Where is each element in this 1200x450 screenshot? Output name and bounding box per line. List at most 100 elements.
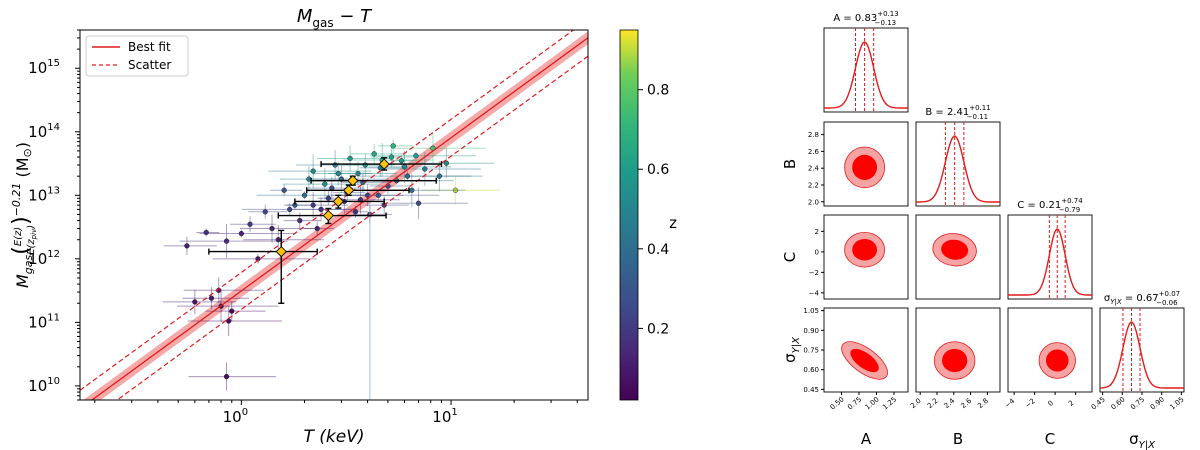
x-tick-exp: 1: [451, 407, 457, 418]
param-err-minus: −0.13: [875, 19, 896, 27]
param-equals: = 0.67: [1122, 293, 1159, 304]
data-point: [247, 221, 253, 227]
data-points: [162, 132, 500, 400]
best-fit-line: [90, 37, 588, 400]
param-err-minus: −0.06: [1156, 299, 1178, 307]
corner-x-tick-label: 2.0: [909, 397, 923, 410]
y-tick-base: 10: [28, 123, 47, 141]
param-estimate-title: A = 0.83+0.13 −0.13: [833, 10, 898, 27]
data-point: [208, 295, 215, 301]
data-point: [322, 181, 328, 187]
main-axes-frame: [79, 29, 589, 401]
data-point: [398, 158, 405, 164]
svg-text:Mgas(E(z)E(zpiv))−0.21 (M⊙): Mgas(E(z)E(zpiv))−0.21 (M⊙): [9, 142, 38, 288]
corner-plot: 2.02.22.42.62.8−4−2020.450.600.750.901.0…: [781, 10, 1186, 450]
x-tick-base: 10: [432, 408, 451, 426]
data-point: [335, 170, 341, 177]
data-point: [332, 162, 338, 168]
data-point: [375, 192, 381, 198]
y-tick-label: 1013: [28, 185, 60, 204]
axis-symbol-sub: Y|X: [1139, 440, 1156, 450]
corner-x-axis-label: B: [953, 430, 963, 448]
colorbar-tick-label: 0.6: [647, 162, 669, 178]
marginal-curve: [824, 41, 908, 109]
corner-y-tick-label: 0.75: [803, 347, 819, 355]
colorbar-ticks: 0.2 0.4 0.6 0.8: [638, 83, 669, 337]
y-tick-base: 10: [28, 186, 47, 204]
y-axis-label: Mgas(E(z)E(zpiv))−0.21 (M⊙): [9, 142, 38, 288]
marginal-curve: [1100, 321, 1184, 389]
corner-histogram-sigma: 0.45 0.60 0.75 0.90 1.05: [1090, 307, 1186, 412]
corner-y-tick-label: 0.90: [803, 327, 819, 335]
param-err-plus: +0.11: [969, 104, 990, 112]
param-equals: = 2.41: [932, 107, 969, 118]
contour-inner: [850, 348, 879, 373]
axis-symbol: B: [953, 430, 963, 448]
scatter-line-lower: [116, 55, 588, 400]
main-plot-area: [80, 30, 588, 400]
corner-contour-panel: −4 −2 0 2: [1003, 307, 1093, 410]
y-tick-exp: 11: [47, 312, 60, 323]
data-point: [184, 243, 190, 249]
y-tick-label: 1011: [28, 312, 60, 331]
corner-y-tick-label: 1.05: [803, 307, 819, 315]
data-point: [352, 209, 359, 215]
axis-symbol: σ: [781, 353, 799, 363]
x-tick-exp: 0: [242, 407, 248, 418]
y-tick-label: 1010: [28, 376, 60, 395]
binned-marker: [343, 184, 355, 196]
x-tick-label: 100: [223, 407, 248, 426]
corner-x-axis-label: C: [1045, 430, 1055, 448]
corner-y-axis-label: C: [781, 252, 799, 262]
binned-marker: [378, 158, 390, 170]
data-point: [404, 173, 411, 179]
corner-contour-panel: 0.450.600.750.901.050.50 0.75 1.00 1.25: [803, 307, 909, 412]
y-tick-exp: 10: [47, 376, 60, 387]
data-point: [255, 256, 261, 262]
axis-symbol: C: [1045, 430, 1055, 448]
param-equals: = 0.21: [1024, 200, 1061, 211]
param-symbol: B: [925, 107, 932, 118]
colorbar-tick-label: 0.8: [647, 83, 669, 99]
axis-symbol-sub: Y|X: [791, 336, 802, 353]
data-point: [203, 229, 209, 236]
y-tick-exp: 12: [47, 249, 60, 260]
param-symbol-sub: Y|X: [1110, 298, 1122, 306]
data-point: [262, 209, 268, 215]
panel-frame: [915, 214, 1001, 300]
data-point: [223, 238, 230, 244]
data-point: [238, 230, 245, 237]
axis-symbol: C: [781, 252, 799, 262]
y-tick-label: 1012: [28, 249, 60, 268]
corner-contour-panel: −4 −2 0 2: [809, 214, 909, 300]
corner-contour-panel: [915, 214, 1001, 300]
corner-histogram-A: [823, 27, 909, 113]
y-tick-base: 10: [28, 313, 47, 331]
y-tick-label: 1015: [28, 58, 60, 77]
contour-inner: [852, 238, 878, 261]
param-err-minus: −0.79: [1059, 206, 1080, 214]
binned-marker: [322, 209, 335, 222]
corner-y-tick-label: −2: [809, 269, 819, 277]
corner-y-tick-label: 2.0: [808, 198, 819, 206]
axis-symbol: B: [781, 159, 799, 169]
data-point: [401, 164, 408, 170]
y-tick-base: 10: [28, 250, 47, 268]
colorbar-label: z: [669, 214, 677, 232]
param-err-plus: +0.13: [877, 10, 898, 18]
y-tick-exp: 14: [47, 122, 60, 133]
data-point: [443, 160, 450, 166]
data-point: [388, 154, 395, 160]
contour-inner: [852, 154, 878, 180]
data-point: [347, 155, 353, 162]
legend: Best fit Scatter: [85, 35, 189, 77]
data-point: [436, 173, 443, 179]
data-point: [355, 170, 361, 177]
data-point: [229, 308, 235, 314]
data-point: [223, 373, 230, 380]
corner-x-tick-label: 1.05: [1169, 395, 1186, 411]
corner-y-tick-label: 0: [815, 248, 819, 256]
data-point: [318, 206, 324, 213]
corner-x-tick-label: 2.8: [976, 397, 990, 410]
param-symbol: C: [1017, 200, 1024, 211]
